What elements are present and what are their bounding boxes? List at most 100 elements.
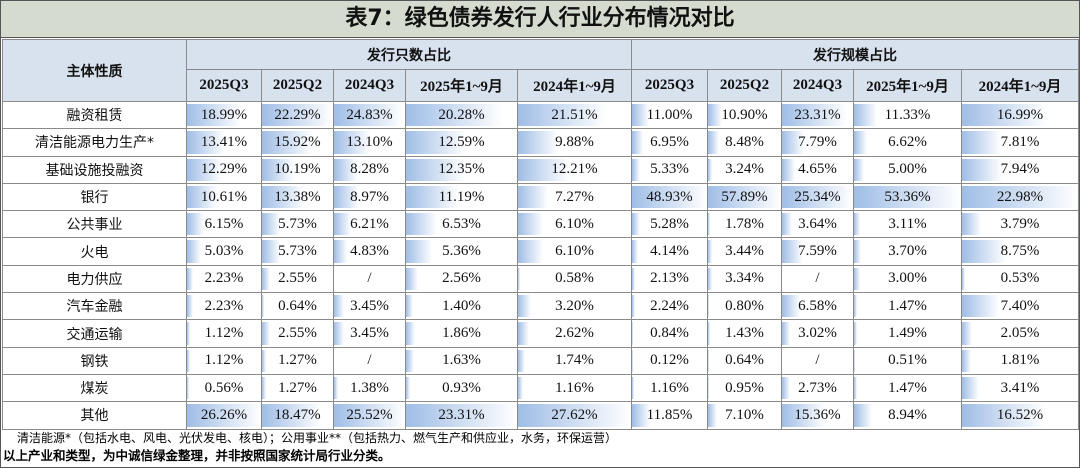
cell: 8.94%: [853, 401, 962, 430]
cell: 10.61%: [186, 182, 262, 212]
row-label: 火电: [2, 237, 187, 266]
data-bar: [518, 240, 543, 263]
cell: 13.38%: [261, 182, 334, 212]
cell: 3.79%: [961, 210, 1079, 239]
data-bar: [708, 349, 709, 372]
column-header: 2025年1~9月: [853, 69, 962, 102]
cell: 1.27%: [261, 373, 334, 403]
cell-value: 1.74%: [555, 352, 594, 369]
data-bar: [632, 104, 649, 127]
data-bar: [262, 295, 265, 318]
cell-value: 3.45%: [350, 297, 389, 314]
cell-value: 3.00%: [888, 270, 927, 287]
data-bar: [632, 131, 643, 154]
cell: 5.28%: [631, 210, 708, 239]
data-bar: [334, 376, 338, 400]
cell-value: 2.56%: [442, 270, 481, 287]
data-bar: [632, 185, 707, 209]
data-bar: [708, 158, 713, 181]
cell-value: 25.52%: [346, 406, 393, 423]
data-bar: [262, 404, 321, 427]
cell: 8.97%: [333, 182, 406, 212]
data-bar: [782, 322, 791, 345]
cell: 7.59%: [781, 237, 854, 266]
cell: 4.14%: [631, 237, 708, 266]
data-bar: [782, 131, 804, 154]
cell: 3.24%: [707, 155, 782, 184]
cell: 48.93%: [631, 182, 708, 212]
cell: 1.12%: [186, 346, 262, 375]
row-label: 汽车金融: [2, 292, 187, 321]
row: 交通运输 1.12% 2.55% 3.45% 1.86% 2.62% 0.84% 1.43% 3…: [2, 319, 1079, 348]
cell-value: 3.24%: [725, 161, 764, 178]
cell-value: 3.44%: [725, 243, 764, 260]
cell-value: 18.47%: [274, 406, 321, 423]
cell-value: 22.98%: [996, 188, 1044, 205]
cell: 6.15%: [186, 210, 262, 239]
data-bar: [962, 104, 1048, 127]
cell: /: [333, 346, 406, 375]
data-bar: [187, 213, 205, 236]
cell: 0.64%: [261, 292, 334, 321]
column-header: 2025Q2: [261, 69, 334, 102]
cell-value: 6.10%: [555, 243, 594, 260]
data-bar: [518, 131, 559, 154]
data-bar: [782, 240, 804, 263]
cell: 9.88%: [517, 128, 632, 157]
cell-value: 8.75%: [1000, 243, 1040, 260]
data-bar: [518, 104, 606, 127]
notes: 清洁能源*（包括水电、风电、光伏发电、核电）；公用事业**（包括热力、燃气生产和…: [1, 430, 1079, 464]
cell: 1.74%: [517, 346, 632, 375]
cell: 1.40%: [405, 292, 518, 321]
data-bar: [406, 158, 465, 181]
data-bar: [518, 404, 631, 427]
cell-value: 7.81%: [1000, 133, 1040, 150]
cell-value: 0.80%: [725, 297, 764, 314]
cell: 13.41%: [186, 128, 262, 157]
data-bar: [187, 267, 194, 291]
cell: 7.40%: [961, 292, 1079, 321]
cell-value: 6.10%: [555, 215, 594, 232]
cell-value: 48.93%: [646, 188, 693, 205]
row: 融资租赁 18.99% 22.29% 24.83% 20.28% 21.51% 11.00%…: [2, 100, 1079, 130]
cell-value: 5.33%: [650, 161, 689, 178]
data-bar: [406, 322, 415, 345]
cell-value: 11.19%: [438, 188, 485, 205]
cell: 20.28%: [405, 100, 518, 130]
data-bar: [854, 295, 857, 318]
data-bar: [334, 404, 405, 427]
cell-value: 12.35%: [438, 161, 485, 178]
cell: 2.13%: [631, 264, 708, 294]
cell-value: 13.38%: [274, 188, 321, 205]
cell-value: 1.81%: [1000, 352, 1040, 369]
cell-value: 8.28%: [350, 161, 389, 178]
cell-value: 0.64%: [278, 297, 317, 314]
cell: 1.27%: [261, 346, 334, 375]
cell: 0.51%: [853, 346, 962, 375]
cell: 7.81%: [961, 128, 1079, 157]
group-header: 发行只数占比: [186, 39, 632, 70]
cell-value: 1.12%: [204, 325, 244, 342]
cell-value: 20.28%: [438, 106, 485, 123]
data-bar: [406, 349, 414, 372]
cell-value: 7.79%: [798, 133, 837, 150]
cell: 7.27%: [517, 182, 632, 212]
cell-value: /: [815, 352, 820, 369]
cell-value: 3.20%: [555, 297, 594, 314]
column-header: 2024年1~9月: [961, 69, 1079, 102]
data-bar: [632, 267, 636, 291]
cell: 1.16%: [631, 373, 708, 403]
cell-value: 8.94%: [888, 406, 927, 423]
cell-value: 4.83%: [350, 243, 389, 260]
data-bar: [518, 185, 548, 209]
row-label: 清洁能源电力生产*: [2, 128, 187, 157]
cell-value: 8.97%: [350, 188, 389, 205]
data-bar: [406, 295, 413, 318]
cell-value: 1.16%: [650, 379, 689, 396]
cell-value: 13.41%: [200, 133, 248, 150]
data-bar: [187, 158, 222, 181]
data-bar: [187, 104, 241, 127]
cell-value: 12.29%: [200, 161, 248, 178]
cell-value: 5.00%: [888, 161, 927, 178]
